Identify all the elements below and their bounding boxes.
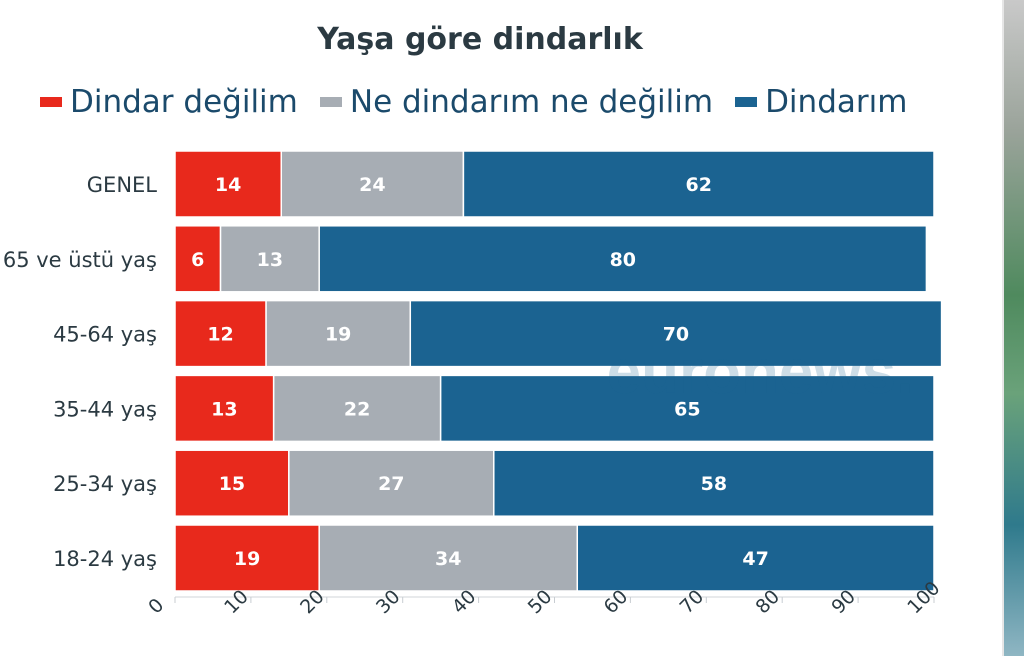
category-label-4: 25-34 yaş <box>53 472 157 496</box>
data-label-1-0: 24 <box>359 174 385 196</box>
euronews-watermark: euronews. <box>607 338 914 407</box>
data-label-2-2: 70 <box>663 324 689 346</box>
bar-0-5[interactable] <box>174 524 320 592</box>
data-label-0-3: 13 <box>211 398 237 420</box>
legend-swatch-not-religious <box>40 97 62 107</box>
category-label-2: 45-64 yaş <box>53 323 157 347</box>
category-labels: GENEL 65 ve üstü yaş 45-64 yaş 35-44 yaş 25-… <box>3 173 157 571</box>
bar-2-5[interactable] <box>576 524 935 592</box>
legend-swatch-religious <box>735 97 758 107</box>
category-label-0: GENEL <box>87 173 158 197</box>
category-label-3: 35-44 yaş <box>53 397 157 421</box>
data-label-0-4: 15 <box>219 473 245 495</box>
bar-0-3[interactable] <box>174 374 275 443</box>
bar-2-1[interactable] <box>318 225 928 293</box>
bar-2-2[interactable] <box>409 299 943 368</box>
data-label-1-2: 19 <box>325 324 351 346</box>
adjacent-image-strip <box>1004 0 1024 656</box>
legend: Dindar değilim Ne dindarım ne değilim Di… <box>40 80 907 124</box>
category-label-1: 65 ve üstü yaş <box>3 248 157 272</box>
bar-1-3[interactable] <box>272 374 442 443</box>
data-label-2-1: 80 <box>610 249 636 271</box>
data-label-2-3: 65 <box>674 398 700 420</box>
legend-item-not-religious[interactable]: Dindar değilim <box>40 84 298 120</box>
bar-1-5[interactable] <box>318 524 579 592</box>
legend-swatch-neutral <box>319 97 342 107</box>
bar-2-4[interactable] <box>493 449 935 517</box>
bar-0-4[interactable] <box>174 449 290 517</box>
legend-label-religious: Dindarım <box>765 84 908 120</box>
data-label-0-0: 14 <box>215 174 241 196</box>
data-label-1-5: 34 <box>435 548 461 570</box>
bar-2-0[interactable] <box>462 150 935 218</box>
data-label-1-3: 22 <box>344 398 370 420</box>
bar-1-2[interactable] <box>265 299 412 368</box>
data-label-0-2: 12 <box>207 324 233 346</box>
legend-item-religious[interactable]: Dindarım <box>735 84 907 120</box>
bar-0-1[interactable] <box>174 225 222 293</box>
legend-label-neutral: Ne dindarım ne değilim <box>349 84 714 120</box>
bar-2-3[interactable] <box>439 374 935 443</box>
data-label-1-1: 13 <box>257 249 283 271</box>
x-tick-label-0: 0 <box>144 594 168 618</box>
bars-layer: 14 24 62 6 13 80 12 19 70 13 22 65 15 27 58 19 34 47 <box>174 150 943 592</box>
data-label-1-4: 27 <box>378 473 404 495</box>
category-label-5: 18-24 yaş <box>53 547 157 571</box>
chart-plot: 14 24 62 6 13 80 12 19 70 13 22 65 15 27 58 19 34 47 euro… <box>3 150 944 618</box>
bar-1-0[interactable] <box>280 150 465 218</box>
bar-1-1[interactable] <box>219 225 320 293</box>
data-label-0-1: 6 <box>191 249 204 271</box>
data-label-2-4: 58 <box>701 473 727 495</box>
data-label-0-5: 19 <box>234 548 260 570</box>
data-label-2-0: 62 <box>685 174 711 196</box>
legend-label-not-religious: Dindar değilim <box>70 84 298 120</box>
panel-divider <box>1002 0 1004 656</box>
bar-0-2[interactable] <box>174 299 267 368</box>
legend-item-neutral[interactable]: Ne dindarım ne değilim <box>319 84 714 120</box>
bar-1-4[interactable] <box>288 449 495 517</box>
data-label-2-5: 47 <box>742 548 768 570</box>
chart-title: Yaşa göre dindarlık <box>317 22 643 57</box>
